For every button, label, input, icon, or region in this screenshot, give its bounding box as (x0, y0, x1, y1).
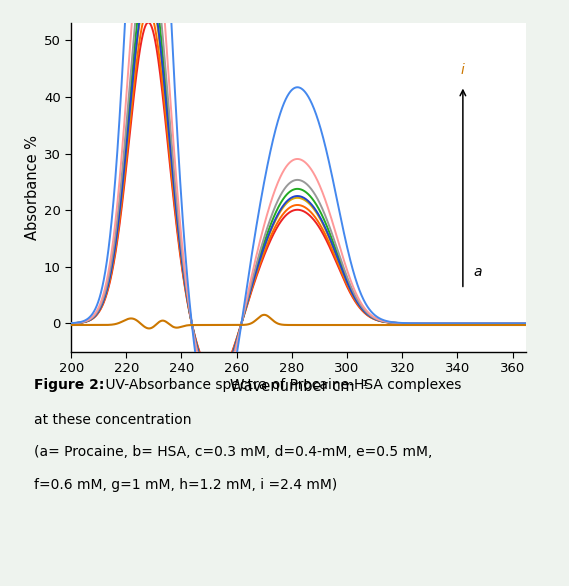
Text: i: i (461, 63, 465, 77)
Text: UV-Absorbance spectra of Procaine-HSA complexes: UV-Absorbance spectra of Procaine-HSA co… (101, 378, 461, 392)
Y-axis label: Absorbance %: Absorbance % (24, 135, 40, 240)
Text: (a= Procaine, b= HSA, c=0.3 mM, d=0.4-mM, e=0.5 mM,: (a= Procaine, b= HSA, c=0.3 mM, d=0.4-mM… (34, 445, 432, 459)
Text: at these concentration: at these concentration (34, 413, 192, 427)
Text: f=0.6 mM, g=1 mM, h=1.2 mM, i =2.4 mM): f=0.6 mM, g=1 mM, h=1.2 mM, i =2.4 mM) (34, 478, 337, 492)
Text: a: a (474, 265, 483, 280)
Text: Figure 2:: Figure 2: (34, 378, 105, 392)
X-axis label: Wavenumber cm⁻¹: Wavenumber cm⁻¹ (230, 379, 368, 394)
